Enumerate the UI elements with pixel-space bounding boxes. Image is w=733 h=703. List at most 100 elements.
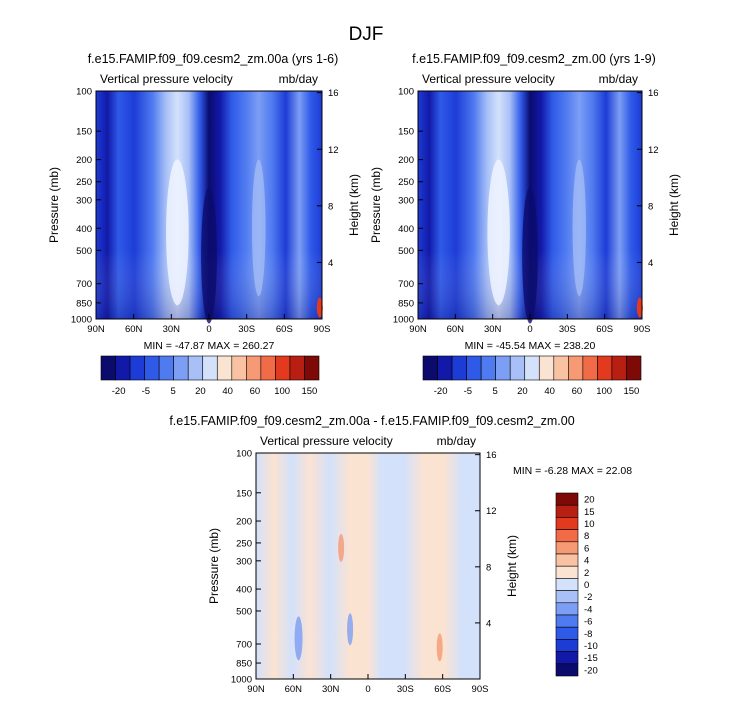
colorbar-swatch	[231, 355, 247, 381]
y-tick-label: 700	[76, 279, 92, 290]
y2-axis-title: Height (km)	[667, 174, 681, 236]
colorbar-swatch	[555, 578, 579, 591]
contour-core-subtropics-s	[572, 159, 587, 297]
colorbar-label: 8	[584, 531, 589, 542]
x-tick-label: 60S	[434, 684, 451, 695]
y-tick-label: 100	[76, 87, 92, 98]
stats-label: MIN = -47.87 MAX = 260.27	[144, 340, 275, 352]
colorbar-swatch	[555, 602, 579, 616]
x-tick-label: 30S	[238, 324, 255, 335]
colorbar-label: 15	[584, 507, 595, 518]
colorbar-swatch	[173, 355, 189, 381]
panel-units-label: mb/day	[279, 72, 318, 86]
colorbar-swatch	[555, 541, 579, 555]
panel-variable-label: Vertical pressure velocity	[260, 434, 393, 448]
x-tick-label: 30S	[397, 684, 414, 695]
y-tick-label: 850	[236, 659, 252, 670]
panel-p3: f.e15.FAMIP.f09_f09.cesm2_zm.00a - f.e15…	[169, 414, 632, 695]
colorbar: -20 -5 5 20 40 60 100 150	[422, 355, 642, 397]
colorbar-label: -20	[434, 386, 448, 397]
x-tick-label: 90N	[87, 324, 105, 335]
colorbar-swatch	[480, 355, 496, 381]
y-tick-label: 500	[236, 606, 252, 617]
colorbar-label: 60	[250, 386, 261, 397]
contour-core-subtropics-n	[166, 159, 189, 306]
y-tick-label: 1000	[71, 315, 92, 326]
contour-max-patch	[316, 297, 323, 318]
colorbar-swatch	[202, 355, 218, 381]
panel-title: f.e15.FAMIP.f09_f09.cesm2_zm.00a (yrs 1-…	[88, 52, 339, 66]
y-tick-label: 400	[76, 224, 92, 235]
colorbar-swatch	[216, 355, 233, 381]
colorbar-swatch	[509, 355, 526, 381]
x-tick-label: 30N	[163, 324, 181, 335]
colorbar-label: 6	[584, 543, 589, 554]
colorbar-swatch	[626, 355, 642, 381]
y-tick-label: 200	[398, 155, 414, 166]
colorbar-label: 100	[274, 386, 290, 397]
y2-tick-label: 12	[328, 145, 339, 156]
panel-title: f.e15.FAMIP.f09_f09.cesm2_zm.00 (yrs 1-9…	[412, 52, 656, 66]
x-tick-label: 30N	[322, 684, 340, 695]
colorbar-label: 40	[544, 386, 555, 397]
diff-anomaly-neg	[294, 616, 303, 661]
y-tick-label: 300	[398, 195, 414, 206]
colorbar-swatch	[555, 517, 579, 530]
y2-tick-label: 4	[486, 618, 491, 629]
x-tick-label: 60S	[596, 324, 613, 335]
colorbar-label: -4	[584, 604, 592, 615]
x-tick-label: 0	[206, 324, 211, 335]
panel-p2: f.e15.FAMIP.f09_f09.cesm2_zm.00 (yrs 1-9…	[369, 52, 681, 397]
y2-tick-label: 8	[486, 562, 491, 573]
diff-anomaly-pos	[436, 633, 443, 662]
y-tick-label: 250	[76, 177, 92, 188]
colorbar-swatch	[158, 355, 174, 381]
x-tick-label: 90S	[472, 684, 489, 695]
colorbar-swatch	[115, 355, 131, 381]
colorbar-swatch	[555, 504, 579, 518]
x-tick-label: 90S	[634, 324, 651, 335]
colorbar-label: 60	[572, 386, 583, 397]
y-tick-label: 500	[398, 246, 414, 257]
diff-anomaly-pos	[338, 533, 345, 562]
y-tick-label: 100	[236, 449, 252, 460]
colorbar-swatch	[466, 355, 482, 381]
y-tick-label: 1000	[393, 315, 414, 326]
colorbar-label: 150	[623, 386, 639, 397]
colorbar-label: 20	[517, 386, 528, 397]
diff-anomaly-neg	[347, 613, 354, 646]
y-axis-title: Pressure (mb)	[47, 167, 61, 243]
contour-max-patch	[636, 297, 643, 318]
y-tick-label: 250	[236, 538, 252, 549]
panel-title: f.e15.FAMIP.f09_f09.cesm2_zm.00a - f.e15…	[169, 414, 574, 428]
colorbar-label: 5	[170, 386, 175, 397]
colorbar-label: 4	[584, 556, 589, 567]
colorbar-swatch	[597, 355, 613, 381]
colorbar-label: 20	[584, 495, 595, 506]
y-tick-label: 300	[236, 556, 252, 567]
y-tick-label: 200	[236, 517, 252, 528]
colorbar-swatch	[555, 651, 579, 665]
contour-field	[256, 453, 480, 679]
colorbar-swatch	[611, 355, 627, 381]
y-tick-label: 150	[398, 127, 414, 138]
colorbar-swatch	[555, 639, 579, 652]
colorbar-swatch	[495, 355, 511, 381]
colorbar-swatch	[289, 355, 305, 381]
panel-variable-label: Vertical pressure velocity	[100, 72, 233, 86]
x-tick-label: 90S	[314, 324, 331, 335]
colorbar-swatch	[538, 355, 555, 381]
colorbar-swatch	[187, 355, 204, 381]
y2-tick-label: 4	[648, 258, 653, 269]
y-tick-label: 400	[398, 224, 414, 235]
colorbar-swatch	[144, 355, 160, 381]
colorbar-swatch	[568, 355, 584, 381]
y-tick-label: 500	[76, 246, 92, 257]
colorbar-swatch	[555, 626, 579, 640]
colorbar-label: 150	[301, 386, 317, 397]
colorbar-label: -5	[142, 386, 150, 397]
contour-core-equator	[201, 186, 217, 324]
colorbar-swatch	[555, 663, 579, 677]
colorbar-label: 2	[584, 568, 589, 579]
x-tick-label: 90N	[247, 684, 265, 695]
